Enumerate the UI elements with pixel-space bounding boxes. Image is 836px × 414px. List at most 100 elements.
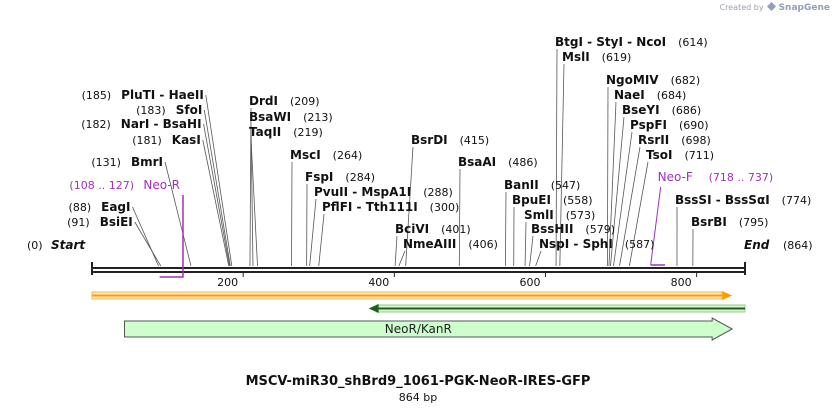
- end-label: End: [744, 238, 770, 252]
- map-size: 864 bp: [398, 391, 438, 404]
- tick-label: 400: [368, 276, 389, 289]
- enzyme-position: (185): [82, 89, 112, 102]
- enzyme-name: BpuEI: [512, 193, 551, 207]
- enzyme-name: PspFI: [630, 118, 667, 132]
- primer-arrow: [159, 195, 184, 278]
- enzyme-site: NgoMIV (682): [606, 73, 700, 87]
- enzyme-site: FspI (284): [305, 170, 375, 184]
- enzyme-cut-line: [205, 94, 233, 267]
- enzyme-position: (219): [293, 126, 323, 139]
- enzyme-position: (182): [81, 118, 111, 131]
- enzyme-name: BtgI - StyI - NcoI: [555, 35, 666, 49]
- enzyme-site: BsaWI (213): [249, 110, 333, 124]
- enzyme-position: (415): [460, 134, 490, 147]
- orf-reverse: [368, 304, 746, 313]
- enzyme-cut-line: [505, 191, 507, 267]
- enzyme-cut-line: [318, 213, 325, 267]
- enzyme-position: (486): [508, 156, 538, 169]
- enzyme-site: (91) BsiEI: [67, 215, 133, 229]
- enzyme-name: MslI: [562, 50, 590, 64]
- enzyme-position: (573): [566, 209, 596, 222]
- enzyme-site: (88) EagI: [69, 200, 131, 214]
- enzyme-cut-line: [203, 109, 231, 267]
- enzyme-position: (690): [679, 119, 709, 132]
- enzyme-site: BtgI - StyI - NcoI (614): [555, 35, 708, 49]
- enzyme-name: KasI: [172, 133, 201, 147]
- primer-range: (108 .. 127): [69, 179, 134, 192]
- ruler-ticks: 200 400 600 800: [217, 272, 698, 289]
- enzyme-site: (185) PluTI - HaeII: [82, 88, 204, 102]
- enzyme-name: BsrBI: [691, 215, 727, 229]
- enzyme-name: NarI - BsaHI: [121, 117, 202, 131]
- enzyme-name: BssHII: [531, 222, 573, 236]
- enzyme-name: TaqII: [249, 125, 281, 139]
- enzyme-position: (264): [333, 149, 363, 162]
- primers: Neo-R (108 .. 127) Neo-F (718 .. 737): [69, 170, 773, 278]
- enzyme-position: (284): [345, 171, 375, 184]
- enzyme-position: (558): [563, 194, 593, 207]
- enzyme-name: BssSI - BssSαI: [675, 193, 770, 207]
- enzyme-name: PvuII - MspA1I: [314, 185, 411, 199]
- brand-name: SnapGene: [778, 2, 830, 13]
- enzyme-cut-line: [134, 221, 162, 267]
- enzyme-cut-line: [405, 146, 414, 267]
- enzyme-cut-line: [164, 161, 192, 267]
- enzyme-labels: (91) BsiEI (88) EagI (131) BmrI (181) KasI (182)…: [67, 35, 811, 251]
- enzyme-cut-line: [524, 221, 527, 267]
- enzyme-site: MscI (264): [290, 148, 362, 162]
- enzyme-name: NmeAIII: [403, 237, 456, 251]
- enzyme-cut-line: [619, 146, 641, 267]
- feature-arrow: [123, 317, 734, 341]
- enzyme-site: (181) KasI: [132, 133, 201, 147]
- enzyme-site: BpuEI (558): [512, 193, 593, 207]
- enzyme-cut-line: [458, 168, 461, 267]
- end-pos: (864): [783, 239, 813, 252]
- enzyme-position: (686): [672, 104, 702, 117]
- primer-name: Neo-F: [658, 170, 693, 184]
- primer-neo-f: Neo-F (718 .. 737): [650, 170, 773, 266]
- start-label: Start: [51, 238, 86, 252]
- enzyme-name: BsaAI: [458, 155, 496, 169]
- enzyme-name: MscI: [290, 148, 321, 162]
- enzyme-cut-line: [613, 131, 633, 267]
- enzyme-position: (774): [782, 194, 812, 207]
- primer-name: Neo-R: [143, 178, 180, 192]
- enzyme-site: PflFI - Tth111I (300): [322, 200, 459, 214]
- enzyme-name: FspI: [305, 170, 333, 184]
- enzyme-site: PspFI (690): [630, 118, 709, 132]
- feature-neor-kanr: NeoR/KanR: [123, 317, 734, 341]
- enzyme-cut-line: [529, 235, 534, 267]
- map-title: MSCV-miR30_shBrd9_1061-PGK-NeoR-IRES-GFP: [245, 374, 591, 389]
- orf-arrowhead: [368, 304, 379, 313]
- enzyme-position: (406): [468, 238, 498, 251]
- enzyme-position: (547): [551, 179, 581, 192]
- enzyme-position: (300): [430, 201, 460, 214]
- tick-label: 800: [671, 276, 692, 289]
- enzyme-site: PvuII - MspA1I (288): [314, 185, 453, 199]
- enzyme-cut-line: [610, 116, 625, 267]
- enzyme-position: (131): [91, 156, 121, 169]
- enzyme-name: RsrII: [638, 133, 669, 147]
- enzyme-site: BciVI (401): [395, 222, 471, 236]
- enzyme-cut-line: [607, 86, 609, 267]
- dna-backbone: [91, 262, 746, 275]
- enzyme-name: SmlI: [524, 208, 554, 222]
- enzyme-position: (91): [67, 216, 90, 229]
- enzyme-cut-line: [608, 101, 617, 267]
- enzyme-site: MslI (619): [562, 50, 631, 64]
- enzyme-name: BsaWI: [249, 110, 291, 124]
- orf-arrowhead: [722, 291, 733, 300]
- enzyme-cut-line: [202, 139, 230, 267]
- feature-label: NeoR/KanR: [385, 322, 452, 336]
- enzyme-site: RsrII (698): [638, 133, 711, 147]
- enzyme-name: DrdI: [249, 94, 278, 108]
- enzyme-position: (181): [132, 134, 162, 147]
- enzyme-cut-line: [309, 198, 317, 267]
- tick-label: 200: [217, 276, 238, 289]
- enzyme-position: (682): [671, 74, 701, 87]
- enzyme-site: (183) SfoI: [136, 103, 202, 117]
- enzyme-name: BanII: [504, 178, 539, 192]
- enzyme-name: NgoMIV: [606, 73, 659, 87]
- enzyme-position: (579): [585, 223, 615, 236]
- enzyme-name: TsoI: [646, 148, 672, 162]
